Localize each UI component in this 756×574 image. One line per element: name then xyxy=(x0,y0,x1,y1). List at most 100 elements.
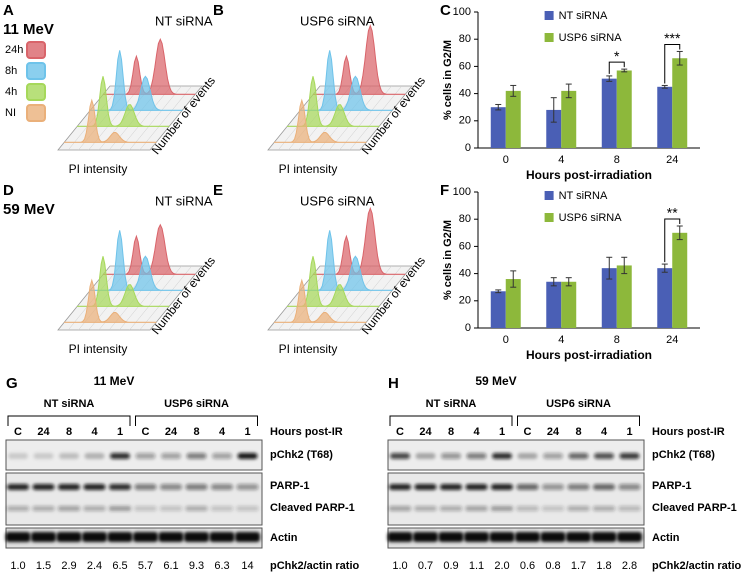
lane-label: 24 xyxy=(419,426,432,438)
band xyxy=(618,484,641,490)
row-label: PARP-1 xyxy=(652,480,692,492)
row-label: pChk2 (T68) xyxy=(270,449,333,461)
ratio-value: 0.9 xyxy=(443,560,458,572)
energy-label: 59 MeV xyxy=(475,374,516,388)
bar xyxy=(601,268,617,328)
ratio-value: 1.1 xyxy=(469,560,484,572)
x-tick-label: 8 xyxy=(614,334,620,346)
bar xyxy=(490,107,506,148)
band xyxy=(185,484,208,490)
band xyxy=(543,453,563,459)
band xyxy=(517,453,538,459)
floor-hatch xyxy=(339,265,392,331)
row-label: PARP-1 xyxy=(270,480,310,492)
condition-label: NT siRNA xyxy=(155,193,213,208)
row-label: pChk2 (T68) xyxy=(652,449,715,461)
band xyxy=(438,532,464,542)
lane-label: 24 xyxy=(547,426,560,438)
lane-label: C xyxy=(142,426,150,438)
bar xyxy=(490,291,506,328)
panel-letter: E xyxy=(213,182,223,199)
panel-letter: D xyxy=(3,182,14,199)
band xyxy=(594,453,614,459)
band xyxy=(160,484,182,490)
legend-label: 4h xyxy=(5,86,17,98)
legend-label: NT siRNA xyxy=(559,190,608,202)
floor-hatch xyxy=(129,85,182,151)
panel-letter: A xyxy=(3,2,14,19)
bar xyxy=(657,268,673,328)
energy-label: 11 MeV xyxy=(94,374,135,388)
band xyxy=(567,506,590,511)
error-bar xyxy=(510,84,517,97)
legend-swatch xyxy=(544,191,554,200)
band xyxy=(413,532,438,542)
bar xyxy=(616,70,632,148)
lane-label: 24 xyxy=(165,426,178,438)
band xyxy=(236,484,259,490)
y-tick-label: 40 xyxy=(459,268,471,280)
band xyxy=(542,484,564,490)
band xyxy=(567,484,590,490)
x-tick-label: 4 xyxy=(558,334,564,346)
band xyxy=(492,453,512,459)
floor-hatch xyxy=(129,265,182,331)
row-label: Cleaved PARP-1 xyxy=(652,502,737,514)
band xyxy=(516,484,539,490)
band xyxy=(542,506,564,511)
band xyxy=(83,484,106,490)
legend-label: NI xyxy=(5,107,16,119)
x-axis-label: PI intensity xyxy=(69,162,128,176)
band xyxy=(211,484,233,490)
band xyxy=(135,453,156,459)
error-bar xyxy=(550,97,557,123)
significance-bracket xyxy=(664,218,681,263)
band xyxy=(33,453,54,459)
ratio-value: 1.0 xyxy=(392,560,407,572)
ratio-value: 2.0 xyxy=(494,560,509,572)
band xyxy=(158,532,184,542)
error-bar xyxy=(495,103,502,111)
y-tick-label: 80 xyxy=(459,33,471,45)
y-tick-label: 20 xyxy=(459,295,471,307)
blot-parp xyxy=(387,472,645,526)
y-tick-label: 0 xyxy=(465,142,471,154)
y-tick-label: 60 xyxy=(459,60,471,72)
band xyxy=(593,506,615,511)
legend-swatch xyxy=(26,104,46,122)
ratio-value: 2.8 xyxy=(622,560,637,572)
band xyxy=(7,506,29,511)
band xyxy=(32,484,55,490)
y-tick-label: 80 xyxy=(459,213,471,225)
y-tick-label: 100 xyxy=(453,6,471,18)
significance-bracket xyxy=(664,43,681,84)
bar xyxy=(561,90,577,148)
error-bar xyxy=(510,270,517,288)
blot-parp xyxy=(5,472,263,526)
error-bar xyxy=(661,263,668,273)
y-tick-label: 20 xyxy=(459,115,471,127)
lane-label: 1 xyxy=(626,426,632,438)
error-bar xyxy=(621,256,628,275)
lane-label: 4 xyxy=(601,426,608,438)
legend-label: 8h xyxy=(5,65,17,77)
bar xyxy=(672,58,688,148)
band xyxy=(58,484,80,490)
band xyxy=(235,532,260,542)
band xyxy=(414,484,437,490)
band xyxy=(617,532,642,542)
band xyxy=(489,532,515,542)
lane-label: 8 xyxy=(193,426,199,438)
lane-label: 24 xyxy=(37,426,50,438)
band xyxy=(593,484,615,490)
band xyxy=(236,506,259,511)
bar xyxy=(616,265,632,328)
band xyxy=(591,532,617,542)
ratio-value: 1.0 xyxy=(10,560,25,572)
band xyxy=(109,506,131,511)
lane-label: 8 xyxy=(66,426,72,438)
floor-hatch xyxy=(119,265,172,331)
group-label: USP6 siRNA xyxy=(546,398,611,410)
band xyxy=(160,506,182,511)
energy-label: 11 MeV xyxy=(3,21,54,38)
